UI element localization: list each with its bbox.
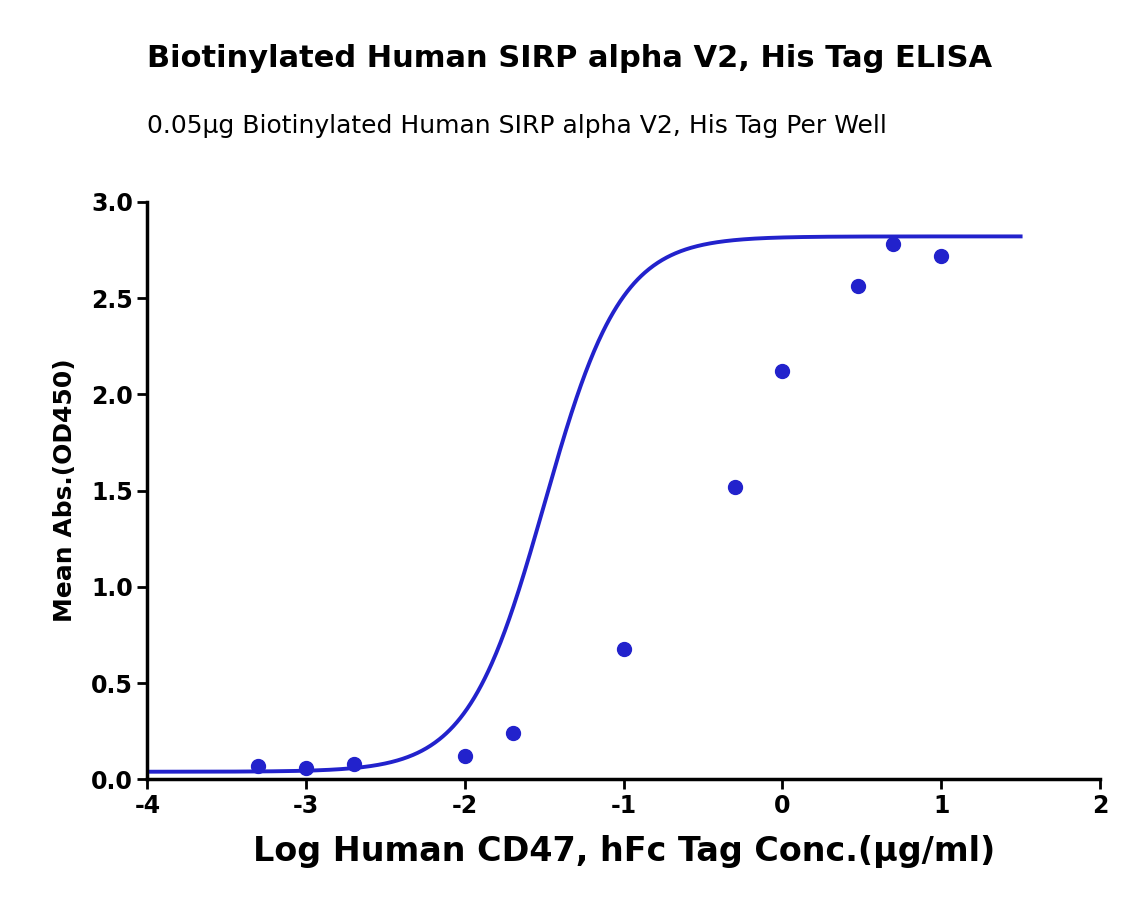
Point: [345, 757, 363, 771]
Point: [456, 749, 474, 764]
Point: [615, 641, 633, 656]
Text: Biotinylated Human SIRP alpha V2, His Tag ELISA: Biotinylated Human SIRP alpha V2, His Ta…: [147, 44, 992, 73]
X-axis label: Log Human CD47, hFc Tag Conc.(μg/ml): Log Human CD47, hFc Tag Conc.(μg/ml): [253, 834, 995, 867]
Point: [297, 760, 315, 775]
Point: [726, 480, 744, 494]
Y-axis label: Mean Abs.(OD450): Mean Abs.(OD450): [53, 359, 77, 623]
Point: [885, 237, 903, 251]
Point: [773, 364, 792, 379]
Point: [932, 249, 950, 263]
Text: 0.05μg Biotinylated Human SIRP alpha V2, His Tag Per Well: 0.05μg Biotinylated Human SIRP alpha V2,…: [147, 114, 887, 138]
Point: [249, 758, 268, 773]
Point: [849, 279, 868, 293]
Point: [503, 726, 522, 741]
